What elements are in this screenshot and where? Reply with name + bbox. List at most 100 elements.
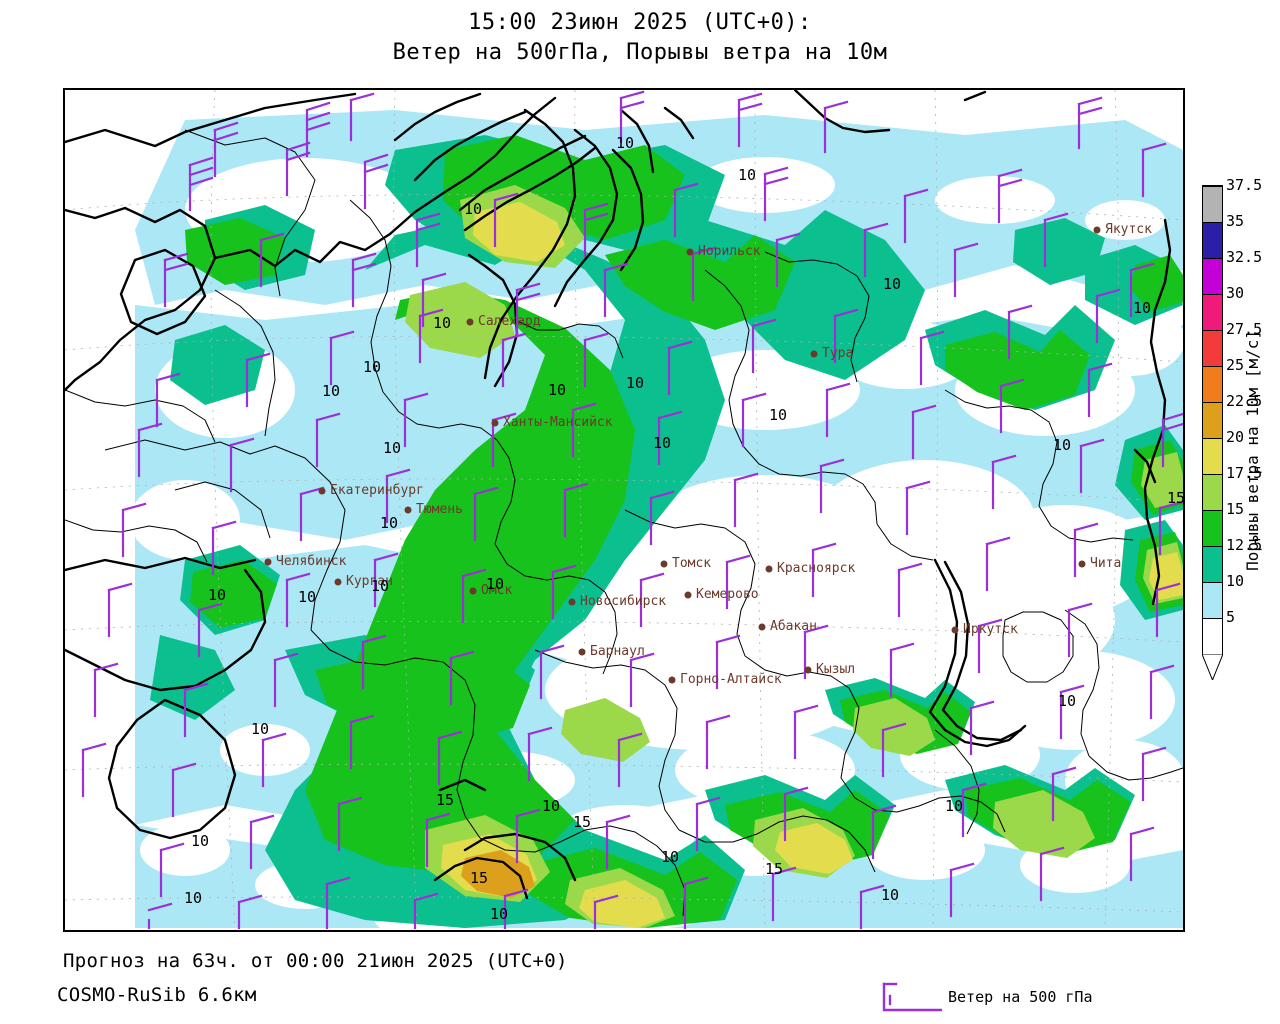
title-timestamp: 15:00 23июн 2025 (UTC+0):: [468, 10, 812, 35]
contour-value-label: 15: [470, 869, 489, 887]
colorbar-band-37-5: [1202, 186, 1223, 222]
model-info: COSMO-RuSib 6.6км: [57, 984, 257, 1006]
city-label: Горно-Алтайск: [680, 672, 782, 687]
contour-value-label: 10: [1053, 436, 1072, 454]
colorbar-band-17-5: [1202, 474, 1223, 510]
contour-value-label: 10: [298, 588, 317, 606]
contour-value-label: 10: [945, 797, 964, 815]
colorbar-band-10: [1202, 582, 1223, 618]
colorbar-tick-label-37-5: 37.5: [1226, 176, 1263, 194]
weather-map[interactable]: Якутск Норильск Салехард Тура Ханты-Мансийск…: [63, 88, 1185, 932]
city-label: Иркутск: [963, 622, 1018, 637]
contour-value-label: 10: [184, 889, 203, 907]
contour-value-label: 15: [573, 813, 592, 831]
city-marker[interactable]: [804, 666, 812, 674]
contour-value-label: 10: [738, 166, 757, 184]
city-label: Красноярск: [777, 561, 856, 576]
city-marker[interactable]: [334, 578, 342, 586]
forecast-info: Прогноз на 63ч. от 00:00 21июн 2025 (UTC…: [63, 950, 568, 972]
contour-value-label: 15: [1167, 489, 1185, 507]
city-marker[interactable]: [758, 623, 766, 631]
contour-value-label: 10: [464, 200, 483, 218]
contour-value-label: 10: [380, 514, 399, 532]
contour-value-label: 10: [208, 586, 227, 604]
contour-value-label: 10: [486, 575, 505, 593]
colorbar-tick-label-32-5: 32.5: [1226, 248, 1263, 266]
colorbar-band-32-5: [1202, 258, 1223, 294]
city-label: Чита: [1090, 556, 1122, 571]
city-label: Салехард: [478, 314, 541, 329]
colorbar-tick-label-12-5: 12.5: [1226, 536, 1263, 554]
colorbar-tick-label-22-5: 22.5: [1226, 392, 1263, 410]
city-label: Кемерово: [696, 587, 759, 602]
city-marker[interactable]: [264, 558, 272, 566]
colorbar-tick-label-27-5: 27.5: [1226, 320, 1263, 338]
city-marker[interactable]: [578, 648, 586, 656]
colorbar-tick-label-30: 30: [1226, 284, 1245, 302]
contour-value-label: 10: [433, 314, 452, 332]
wind-barb-legend-symbol: [882, 982, 942, 1012]
contour-value-label: 10: [626, 374, 645, 392]
city-marker[interactable]: [466, 318, 474, 326]
colorbar-under-arrow: [1202, 654, 1223, 680]
colorbar-band-30: [1202, 294, 1223, 330]
city-marker[interactable]: [668, 676, 676, 684]
city-label: Тюмень: [416, 502, 463, 517]
chart-title: 15:00 23июн 2025 (UTC+0): Ветер на 500гП…: [0, 8, 1280, 68]
wind-barb-legend-label: Ветер на 500 гПа: [948, 988, 1093, 1006]
contour-value-label: 15: [436, 791, 455, 809]
city-label: Абакан: [770, 619, 817, 634]
contour-value-label: 10: [661, 848, 680, 866]
colorbar-axis-title: Порывы ветра на 10м [м/с]: [1243, 330, 1262, 571]
colorbar-tick-label-20: 20: [1226, 428, 1245, 446]
city-marker[interactable]: [660, 560, 668, 568]
colorbar-band-27-5: [1202, 330, 1223, 366]
contour-value-label: 10: [1133, 299, 1152, 317]
colorbar-band-12-5: [1202, 546, 1223, 582]
colorbar[interactable]: 37.5 35 32.5 30 27.5 25 22.5 20 17.5 15 12.5 10 5: [1202, 178, 1262, 680]
city-marker[interactable]: [1078, 560, 1086, 568]
city-marker[interactable]: [951, 626, 959, 634]
city-marker[interactable]: [686, 248, 694, 256]
contour-value-label: 10: [490, 905, 509, 923]
colorbar-tick-label-15: 15: [1226, 500, 1245, 518]
city-marker[interactable]: [684, 591, 692, 599]
contour-value-label: 10: [653, 434, 672, 452]
city-label: Тура: [822, 346, 854, 361]
coastline: [65, 90, 1172, 900]
contour-value-label: 10: [383, 439, 402, 457]
city-marker[interactable]: [810, 350, 818, 358]
map-canvas: [65, 90, 1183, 930]
contour-value-label: 10: [883, 275, 902, 293]
city-marker[interactable]: [1093, 226, 1101, 234]
city-label: Якутск: [1105, 222, 1152, 237]
city-marker[interactable]: [491, 419, 499, 427]
city-marker[interactable]: [469, 587, 477, 595]
colorbar-band-22-5: [1202, 402, 1223, 438]
contour-value-label: 10: [769, 406, 788, 424]
colorbar-band-25: [1202, 366, 1223, 402]
city-label: Омск: [481, 583, 513, 598]
city-label: Курган: [346, 574, 393, 589]
city-marker[interactable]: [765, 565, 773, 573]
wind-barbs: [81, 90, 1183, 930]
colorbar-band-5: [1202, 618, 1223, 654]
contour-value-label: 10: [881, 886, 900, 904]
contour-value-label: 10: [251, 720, 270, 738]
colorbar-tick-label-35: 35: [1226, 212, 1245, 230]
contour-value-label: 10: [322, 382, 341, 400]
city-label: Новосибирск: [580, 594, 667, 609]
colorbar-tick-label-17-5: 17.5: [1226, 464, 1263, 482]
contour-value-label: 15: [765, 860, 784, 878]
city-marker[interactable]: [404, 506, 412, 514]
city-label: Ханты-Мансийск: [503, 415, 613, 430]
contour-value-label: 10: [363, 358, 382, 376]
city-label: Челябинск: [276, 554, 347, 569]
city-marker[interactable]: [318, 487, 326, 495]
contour-value-label: 10: [191, 832, 210, 850]
city-label: Барнаул: [590, 644, 645, 659]
graticule: [65, 90, 1183, 930]
city-marker[interactable]: [568, 598, 576, 606]
colorbar-top-rule: [1202, 185, 1223, 186]
colorbar-band-20: [1202, 438, 1223, 474]
